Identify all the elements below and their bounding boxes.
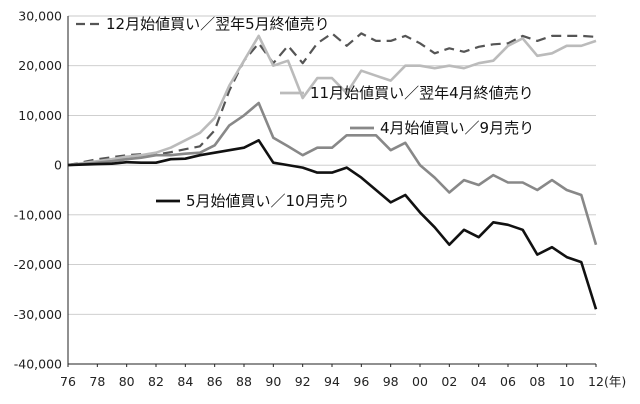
series-line-2: [67, 34, 597, 167]
x-tick-label: 98: [383, 374, 399, 389]
x-tick-label: 92: [295, 374, 311, 389]
series-label-1: 12月始値買い／翌年5月終値売り: [76, 15, 330, 33]
y-tick-label: -40,000: [14, 357, 62, 372]
series-label-3: 4月始値買い／9月売り: [350, 119, 534, 137]
y-tick-label: 0: [54, 158, 62, 173]
legend-label: 5月始値買い／10月売り: [186, 192, 350, 210]
series-labels: 12月始値買い／翌年5月終値売り 11月始値買い／翌年4月終値売り 4月始値買い／9…: [76, 15, 534, 210]
x-tick-label: 80: [119, 374, 135, 389]
x-tick-label: 94: [324, 374, 340, 389]
y-tick-label: -10,000: [14, 207, 62, 222]
x-tick-label: 96: [353, 374, 369, 389]
axes: [67, 16, 596, 365]
x-tick-label: 88: [236, 374, 252, 389]
legend-label: 4月始値買い／9月売り: [380, 119, 534, 137]
y-tick-labels: 30,000 20,000 10,000 0 -10,000 -20,000 -30,000…: [14, 9, 62, 372]
x-tick-label: 86: [207, 374, 223, 389]
legend-label: 11月始値買い／翌年4月終値売り: [310, 84, 534, 102]
x-tick-label: 90: [265, 374, 281, 389]
gridlines: [68, 15, 596, 315]
x-tick-label: 06: [500, 374, 516, 389]
x-tick-label: 02: [441, 374, 457, 389]
x-axis-unit-label: (年): [604, 374, 626, 389]
x-tick-label: 76: [60, 374, 76, 389]
x-tick-label: 00: [412, 374, 428, 389]
x-tick-label: 10: [559, 374, 575, 389]
x-tick-label: 82: [148, 374, 164, 389]
series-lines: [67, 32, 598, 310]
y-tick-label: -20,000: [14, 257, 62, 272]
x-tick-label: 84: [177, 374, 193, 389]
y-tick-label: -30,000: [14, 307, 62, 322]
x-tick-label: 12: [588, 374, 604, 389]
series-label-2: 11月始値買い／翌年4月終値売り: [280, 84, 534, 102]
x-tick-label: 78: [89, 374, 105, 389]
y-tick-label: 10,000: [18, 108, 62, 123]
series-line-3: [67, 101, 598, 246]
series-line-4: [67, 139, 598, 310]
x-tick-label: 04: [471, 374, 487, 389]
x-tick-label: 08: [529, 374, 545, 389]
x-tick-labels: 76 78 80 82 84 86 88 90 92 94 96 98 00 02 04 06 08 10 12: [60, 364, 604, 389]
legend-label: 12月始値買い／翌年5月終値売り: [106, 15, 330, 33]
series-label-4: 5月始値買い／10月売り: [156, 192, 350, 210]
y-tick-label: 20,000: [18, 58, 62, 73]
y-tick-label: 30,000: [18, 9, 62, 24]
